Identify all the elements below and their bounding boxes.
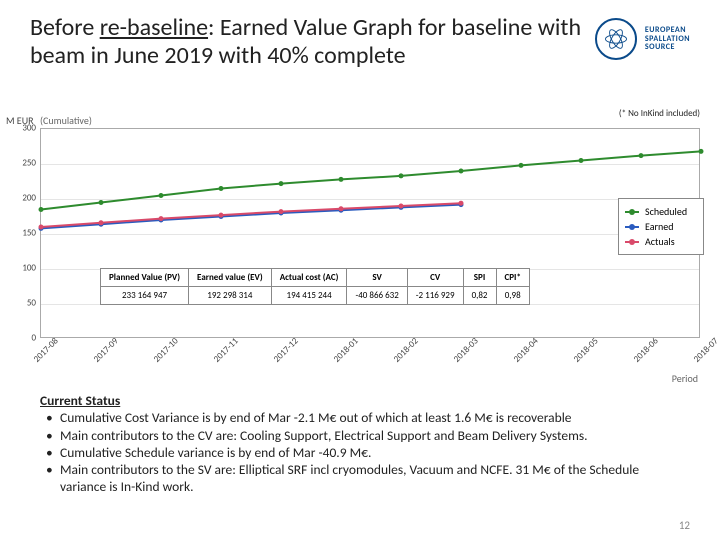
- metrics-header: Earned value (EV): [189, 269, 272, 287]
- x-tick: 2018-05: [572, 336, 601, 365]
- status-bullet: Cumulative Cost Variance is by end of Ma…: [40, 409, 680, 426]
- status-bullet: Cumulative Schedule variance is by end o…: [40, 444, 680, 461]
- y-tick: 200: [22, 193, 36, 204]
- metrics-cell: 194 415 244: [271, 287, 347, 305]
- metrics-header: Planned Value (PV): [101, 269, 189, 287]
- earned-value-chart: 050100150200250300: [40, 128, 700, 338]
- x-tick: 2018-06: [632, 336, 661, 365]
- legend-item: Scheduled: [625, 205, 697, 218]
- x-tick: 2017-12: [272, 336, 301, 365]
- metrics-table: Planned Value (PV)Earned value (EV)Actua…: [100, 268, 530, 305]
- status-heading: Current Status: [40, 392, 680, 409]
- page-number: 12: [679, 519, 690, 532]
- x-tick: 2018-04: [512, 336, 541, 365]
- status-bullet: Main contributors to the SV are: Ellipti…: [40, 461, 680, 496]
- metrics-cell: 192 298 314: [189, 287, 272, 305]
- plot-area: [40, 128, 700, 338]
- inkind-note: (* No InKind included): [619, 108, 700, 119]
- ess-logo-icon: [595, 18, 637, 60]
- x-axis-ticks: 2017-082017-092017-102017-112017-122018-…: [40, 340, 700, 380]
- y-axis-ticks: 050100150200250300: [12, 128, 38, 338]
- y-tick: 0: [31, 333, 36, 344]
- legend-item: Earned: [625, 220, 697, 233]
- metrics-header: CV: [407, 269, 463, 287]
- page-title: Before re-baseline: Earned Value Graph f…: [30, 14, 595, 69]
- metrics-cell: 233 164 947: [101, 287, 189, 305]
- legend-item: Actuals: [625, 235, 697, 248]
- x-axis-label: Period: [672, 372, 698, 385]
- chart-legend: Scheduled Earned Actuals: [618, 198, 704, 255]
- y-tick: 50: [27, 298, 36, 309]
- y-tick: 300: [22, 123, 36, 134]
- y-tick: 100: [22, 263, 36, 274]
- x-tick: 2017-09: [92, 336, 121, 365]
- x-tick: 2018-02: [392, 336, 421, 365]
- x-tick: 2018-01: [332, 336, 361, 365]
- cumulative-label: (Cumulative): [40, 114, 92, 127]
- ess-logo-text: EUROPEAN SPALLATION SOURCE: [645, 26, 690, 52]
- title-underlined: re-baseline: [100, 13, 208, 42]
- metrics-header: SPI: [463, 269, 496, 287]
- status-bullet: Main contributors to the CV are: Cooling…: [40, 427, 680, 444]
- metrics-cell: -40 866 632: [347, 287, 407, 305]
- chart-lines: [41, 129, 699, 337]
- x-tick: 2018-03: [452, 336, 481, 365]
- metrics-header: Actual cost (AC): [271, 269, 347, 287]
- x-tick: 2018-07: [692, 336, 720, 365]
- x-tick: 2017-10: [152, 336, 181, 365]
- metrics-header: CPI*: [496, 269, 529, 287]
- status-block: Current Status Cumulative Cost Variance …: [40, 392, 680, 496]
- y-tick: 250: [22, 158, 36, 169]
- x-tick: 2017-11: [212, 336, 241, 365]
- metrics-header: SV: [347, 269, 407, 287]
- metrics-cell: -2 116 929: [407, 287, 463, 305]
- metrics-cell: 0,82: [463, 287, 496, 305]
- title-pre: Before: [30, 13, 100, 42]
- metrics-cell: 0,98: [496, 287, 529, 305]
- ess-logo: EUROPEAN SPALLATION SOURCE: [595, 18, 690, 60]
- y-tick: 150: [22, 228, 36, 239]
